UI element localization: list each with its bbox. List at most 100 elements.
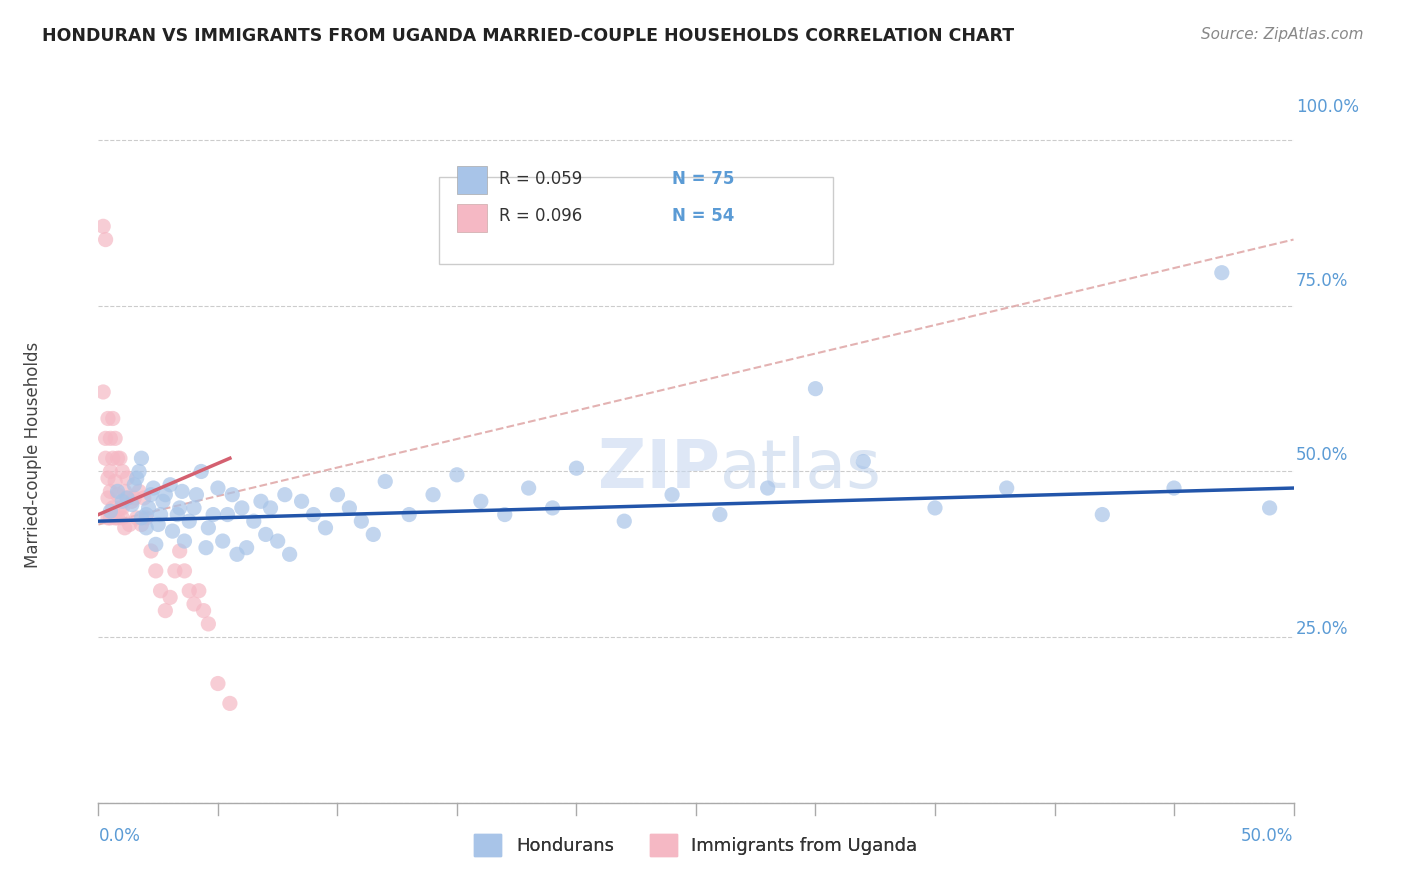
Point [852, 454, 875, 468]
Point [169, 544, 191, 558]
Point [124, 491, 146, 505]
Point [565, 461, 588, 475]
Text: N = 54: N = 54 [672, 207, 734, 225]
Point [243, 514, 266, 528]
Point [1091, 508, 1114, 522]
Point [254, 527, 277, 541]
Point [166, 508, 188, 522]
Point [1258, 500, 1281, 515]
Point [98, 465, 122, 479]
Point [211, 534, 233, 549]
Point [179, 514, 201, 528]
Point [173, 564, 195, 578]
Point [118, 517, 141, 532]
Point [108, 500, 131, 515]
Point [1211, 266, 1233, 280]
Point [121, 494, 143, 508]
Point [217, 508, 239, 522]
Point [259, 500, 281, 515]
Point [107, 451, 129, 466]
Point [145, 537, 167, 551]
Text: HONDURAN VS IMMIGRANTS FROM UGANDA MARRIED-COUPLE HOUSEHOLDS CORRELATION CHART: HONDURAN VS IMMIGRANTS FROM UGANDA MARRI… [42, 27, 1014, 45]
Point [128, 465, 150, 479]
Point [114, 521, 136, 535]
FancyBboxPatch shape [439, 177, 834, 263]
Point [91, 384, 114, 399]
Point [446, 467, 468, 482]
Point [135, 511, 157, 525]
Point [121, 498, 143, 512]
Text: 50.0%: 50.0% [1241, 827, 1294, 845]
Point [326, 488, 349, 502]
Point [111, 500, 134, 515]
Point [186, 488, 208, 502]
Point [470, 494, 492, 508]
Point [125, 471, 148, 485]
Text: Source: ZipAtlas.com: Source: ZipAtlas.com [1201, 27, 1364, 42]
Point [125, 511, 148, 525]
Point [193, 604, 215, 618]
Point [94, 451, 117, 466]
Point [97, 511, 120, 525]
Point [202, 508, 225, 522]
Point [139, 544, 162, 558]
Text: atlas: atlas [720, 436, 880, 502]
Legend: Hondurans, Immigrants from Uganda: Hondurans, Immigrants from Uganda [467, 827, 925, 863]
Point [135, 508, 157, 522]
Point [1163, 481, 1185, 495]
Point [315, 521, 337, 535]
Point [148, 517, 170, 532]
Point [94, 233, 117, 247]
Point [162, 524, 184, 538]
Point [613, 514, 636, 528]
Text: Married-couple Households: Married-couple Households [24, 342, 42, 568]
Point [163, 564, 186, 578]
Point [374, 475, 396, 489]
Point [104, 475, 127, 489]
Point [173, 534, 195, 549]
Point [661, 488, 683, 502]
Point [108, 451, 131, 466]
Point [111, 465, 134, 479]
Point [194, 541, 217, 555]
Text: 0.0%: 0.0% [98, 827, 141, 845]
Point [924, 500, 946, 515]
Point [97, 491, 120, 505]
Point [115, 471, 138, 485]
Point [124, 477, 146, 491]
Point [155, 604, 177, 618]
Point [207, 481, 229, 495]
Point [179, 583, 201, 598]
Point [274, 488, 297, 502]
Point [267, 534, 290, 549]
Text: 25.0%: 25.0% [1296, 620, 1348, 638]
Point [107, 511, 129, 525]
Point [226, 547, 249, 561]
Point [111, 494, 134, 508]
Point [97, 411, 120, 425]
Point [290, 494, 312, 508]
Point [197, 616, 219, 631]
Point [350, 514, 373, 528]
Point [101, 500, 124, 515]
Point [132, 491, 155, 505]
Text: 75.0%: 75.0% [1296, 272, 1348, 290]
Point [91, 219, 114, 234]
Text: R = 0.059: R = 0.059 [499, 169, 582, 187]
Point [219, 697, 242, 711]
Point [159, 477, 181, 491]
Point [494, 508, 516, 522]
Point [131, 511, 153, 525]
Text: N = 75: N = 75 [672, 169, 734, 187]
Point [152, 494, 174, 508]
Point [98, 511, 122, 525]
Point [101, 411, 124, 425]
Point [422, 488, 444, 502]
Point [149, 583, 172, 598]
Point [302, 508, 325, 522]
FancyBboxPatch shape [457, 166, 486, 194]
Point [107, 488, 129, 502]
Point [138, 500, 160, 515]
Point [709, 508, 731, 522]
Point [114, 484, 136, 499]
